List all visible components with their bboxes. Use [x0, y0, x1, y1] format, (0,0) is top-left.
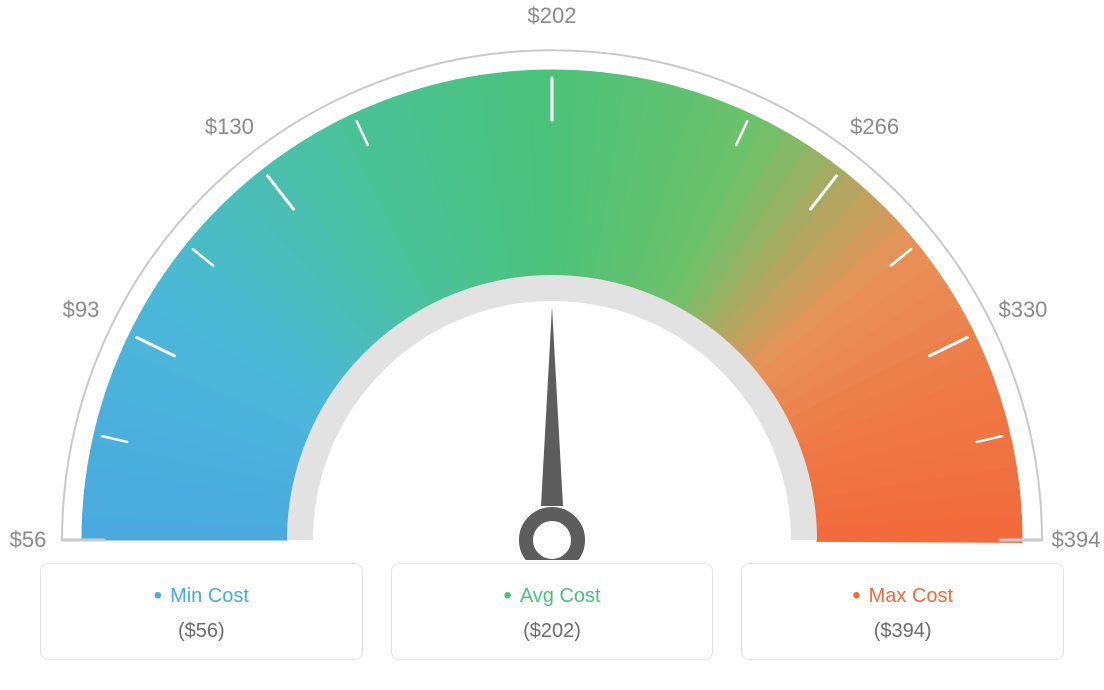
legend-card-min: Min Cost ($56) [40, 563, 363, 660]
gauge-tick-label: $202 [528, 3, 577, 29]
gauge-tick-label: $93 [63, 297, 100, 323]
gauge-chart: $56 $93 $130 $202 $266 $330 $394 [0, 0, 1104, 560]
gauge-tick-label: $266 [850, 114, 899, 140]
legend-max-title: Max Cost [752, 582, 1053, 610]
gauge-svg [0, 0, 1104, 560]
legend-max-value: ($394) [752, 620, 1053, 643]
legend-min-title: Min Cost [51, 582, 352, 610]
legend-row: Min Cost ($56) Avg Cost ($202) Max Cost … [40, 563, 1064, 660]
legend-min-value: ($56) [51, 620, 352, 643]
gauge-tick-label: $394 [1052, 527, 1101, 553]
gauge-tick-label: $330 [998, 297, 1047, 323]
gauge-tick-label: $130 [205, 114, 254, 140]
gauge-tick-label: $56 [10, 527, 47, 553]
legend-card-max: Max Cost ($394) [741, 563, 1064, 660]
legend-avg-value: ($202) [402, 620, 703, 643]
legend-avg-title: Avg Cost [402, 582, 703, 610]
legend-card-avg: Avg Cost ($202) [391, 563, 714, 660]
